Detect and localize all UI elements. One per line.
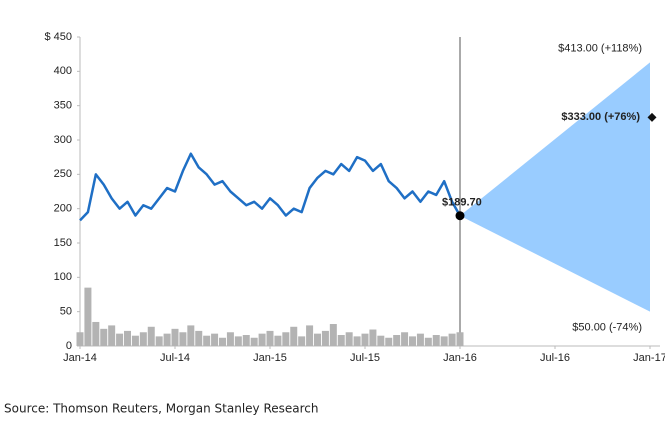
volume-bar [131,335,139,346]
source-note: Source: Thomson Reuters, Morgan Stanley … [4,402,319,416]
volume-bar [219,337,226,346]
volume-bar [416,333,424,346]
volume-bar [242,335,250,346]
x-tick-label: Jan-17 [633,352,665,364]
target-label: $333.00 (+76%) [561,111,640,123]
current-price-dot [455,211,465,221]
y-tick-label: 0 [66,340,72,352]
volume-bar [329,324,337,346]
volume-bar [258,333,266,346]
volume-bar [345,332,353,346]
volume-bar [84,287,92,346]
volume-bar [163,333,171,346]
x-tick-label: Jul-16 [540,352,570,364]
volume-bar [393,335,401,346]
high-label: $413.00 (+118%) [558,42,642,54]
volume-bar [369,329,377,346]
volume-bar [147,326,155,346]
volume-bar [139,332,147,346]
y-tick-label: 50 [60,306,72,318]
volume-bar [385,337,393,346]
x-tick-label: Jan-15 [253,352,287,364]
volume-bar [171,328,179,346]
volume-bar [282,332,290,346]
volume-bar [203,335,211,346]
volume-bar [108,325,116,346]
y-tick-label: 350 [54,100,72,112]
price-line [79,152,462,222]
volume-bar [274,335,282,346]
volume-bar [377,335,385,346]
x-tick-label: Jul-15 [350,352,380,364]
volume-bar [290,326,298,346]
low-label: $50.00 (-74%) [572,322,642,334]
x-tick-label: Jan-16 [443,352,477,364]
volume-bar [179,332,187,346]
volume-bar [353,336,361,346]
y-tick-label: 250 [54,168,72,180]
volume-bar [306,325,314,346]
volume-bar [100,328,108,346]
y-tick-label: 400 [54,65,72,77]
volume-bar [409,336,416,346]
target-marker [647,112,657,122]
volume-bar [116,333,124,346]
volume-bar [234,336,242,346]
volume-bar [155,336,163,346]
volume-bar [440,336,448,346]
volume-bar [92,321,100,346]
y-tick-label: $ 450 [44,31,72,43]
volume-bar [361,333,369,346]
volume-bar [424,337,432,346]
volume-bar [226,332,234,346]
volume-bar [76,332,84,346]
y-tick-label: 100 [54,271,72,283]
y-tick-label: 300 [54,134,72,146]
forecast-cone [460,62,650,312]
volume-bar [266,330,274,346]
volume-bar [401,332,409,346]
volume-bar [195,330,203,346]
volume-bar [187,325,195,346]
volume-bar [321,330,329,346]
volume-bar [298,336,306,346]
y-tick-label: 200 [54,203,72,215]
x-tick-label: Jul-14 [160,352,190,364]
volume-bar [448,333,456,346]
y-tick-label: 150 [54,237,72,249]
volume-bar [250,337,258,346]
volume-bar [211,333,219,346]
volume-bar [124,330,131,346]
volume-bar [314,333,321,346]
volume-bar [456,332,464,346]
current-price-label: $189.70 [442,197,482,209]
volume-bar [337,335,345,346]
volume-bar [432,335,440,346]
x-tick-label: Jan-14 [63,352,97,364]
